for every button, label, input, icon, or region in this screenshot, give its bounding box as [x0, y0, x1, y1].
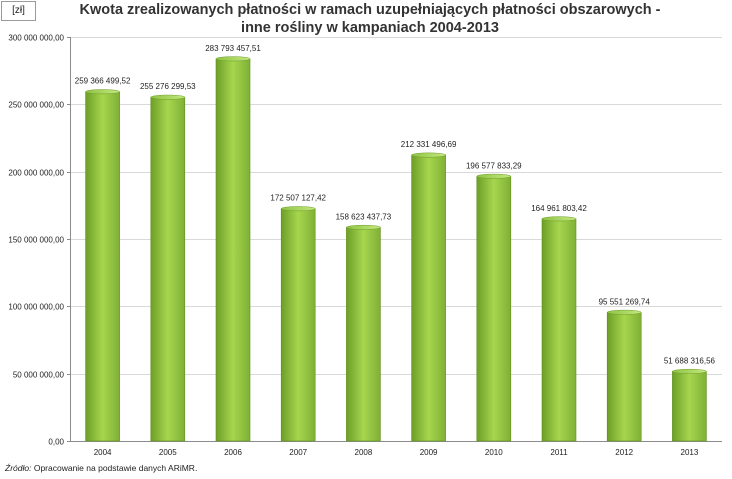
- x-tick-label-2009: 2009: [420, 448, 438, 457]
- bar-2012: [606, 312, 642, 442]
- data-label-2004: 259 366 499,52: [75, 77, 131, 86]
- bar-top-2007: [280, 206, 316, 212]
- data-label-2013: 51 688 316,56: [664, 356, 716, 365]
- bar-2009: [411, 154, 446, 442]
- bar-2008: [346, 227, 381, 442]
- chart-title: Kwota zrealizowanych płatności w ramach …: [40, 1, 700, 37]
- bar-2007: [280, 208, 316, 442]
- chart-title-line-1: Kwota zrealizowanych płatności w ramach …: [79, 2, 661, 18]
- bar-2013: [672, 371, 707, 442]
- x-tick-label-2012: 2012: [615, 448, 633, 457]
- source-note: Źródło: Opracowanie na podstawie danych …: [5, 463, 197, 473]
- y-tick-label: 100 000 000,00: [8, 303, 64, 312]
- bar-top-2005: [150, 94, 186, 100]
- chart-title-line-2: inne rośliny w kampaniach 2004-2013: [241, 20, 499, 36]
- source-label: Źródło:: [5, 463, 32, 473]
- x-tick-label-2013: 2013: [681, 448, 699, 457]
- x-tick-label-2004: 2004: [94, 448, 112, 457]
- y-tick-label: 50 000 000,00: [13, 371, 65, 380]
- y-tick-label: 250 000 000,00: [8, 101, 64, 110]
- data-label-2008: 158 623 437,73: [336, 212, 392, 221]
- bar-2011: [541, 218, 577, 442]
- bar-top-2004: [85, 89, 120, 95]
- source-text: Opracowanie na podstawie danych ARiMR.: [31, 463, 198, 473]
- bar-top-2008: [346, 224, 381, 230]
- data-label-2005: 255 276 299,53: [140, 82, 196, 91]
- bar-top-2012: [606, 309, 642, 315]
- bar-top-2006: [215, 56, 251, 62]
- x-tick-label-2011: 2011: [550, 448, 568, 457]
- x-tick-label-2006: 2006: [224, 448, 242, 457]
- y-tick-label: 300 000 000,00: [8, 34, 64, 43]
- data-label-2009: 212 331 496,69: [401, 140, 457, 149]
- x-tick-label-2007: 2007: [289, 448, 307, 457]
- y-tick-label: 0,00: [48, 438, 64, 447]
- bar-top-2010: [476, 173, 512, 179]
- bar-2010: [476, 175, 512, 442]
- axes: [67, 37, 722, 442]
- data-label-2007: 172 507 127,42: [270, 194, 326, 203]
- bar-2005: [150, 96, 186, 442]
- bar-2006: [215, 58, 251, 442]
- labels: 0,00 50 000 000,00 100 000 000,00 150 000 0…: [8, 34, 715, 458]
- data-label-2012: 95 551 269,74: [599, 297, 651, 306]
- data-label-2010: 196 577 833,29: [466, 161, 522, 170]
- y-axis-unit-label: [zł]: [1, 1, 36, 21]
- y-tick-label: 200 000 000,00: [8, 169, 64, 178]
- data-label-2006: 283 793 457,51: [205, 44, 261, 53]
- bar-top-2011: [541, 216, 577, 222]
- bar-top-2009: [411, 152, 446, 158]
- y-tick-label: 150 000 000,00: [8, 236, 64, 245]
- x-tick-label-2010: 2010: [485, 448, 503, 457]
- bar-2004: [85, 91, 120, 442]
- bars: [85, 56, 707, 442]
- bar-top-2013: [672, 368, 707, 374]
- x-tick-label-2005: 2005: [159, 448, 177, 457]
- x-tick-label-2008: 2008: [355, 448, 373, 457]
- data-label-2011: 164 961 803,42: [531, 204, 587, 213]
